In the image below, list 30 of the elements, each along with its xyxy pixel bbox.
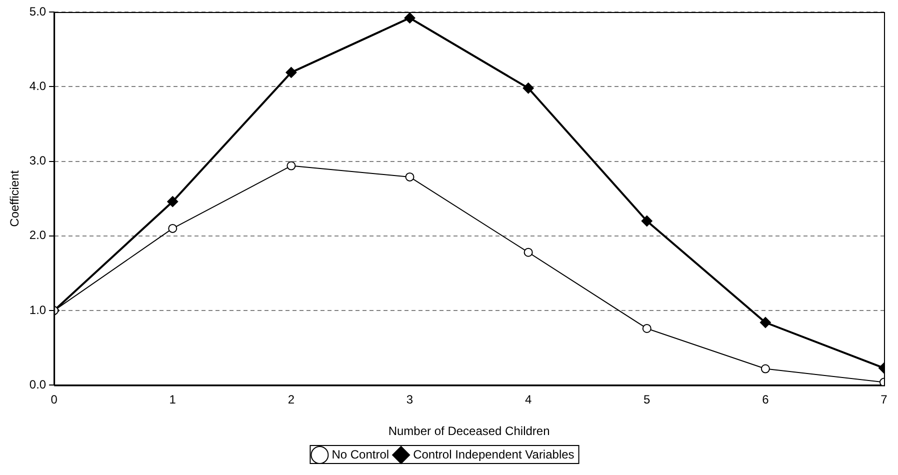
point <box>286 66 297 78</box>
y-tick-label: 3.0 <box>29 154 46 168</box>
legend-label: Control Independent Variables <box>413 447 574 462</box>
x-tick-label: 7 <box>880 392 888 407</box>
point <box>404 12 416 24</box>
point <box>760 364 770 374</box>
point <box>167 196 178 208</box>
x-tick-label: 1 <box>169 392 176 407</box>
y-tick-label: 5.0 <box>29 4 46 18</box>
y-axis-title: Coefficient <box>8 170 22 227</box>
point <box>168 224 178 233</box>
point <box>642 324 652 333</box>
x-tick-label: 6 <box>762 392 770 407</box>
point <box>760 317 771 328</box>
y-tick-label: 0.0 <box>29 378 46 392</box>
x-tick-label: 4 <box>524 392 532 407</box>
point <box>522 82 534 94</box>
legend-label: No Control <box>332 447 390 462</box>
x-tick-label: 3 <box>406 392 414 407</box>
point <box>405 172 414 182</box>
y-tick-label: 2.0 <box>29 228 46 242</box>
x-tick-label: 5 <box>644 392 651 407</box>
x-tick-label: 0 <box>50 392 58 407</box>
y-tick-label: 4.0 <box>29 78 46 93</box>
point <box>286 161 296 170</box>
y-tick-label: 1.0 <box>29 302 46 317</box>
x-tick-label: 2 <box>288 392 295 407</box>
x-axis-title: Number of Deceased Children <box>388 424 550 438</box>
point <box>641 215 652 226</box>
point <box>524 248 533 257</box>
